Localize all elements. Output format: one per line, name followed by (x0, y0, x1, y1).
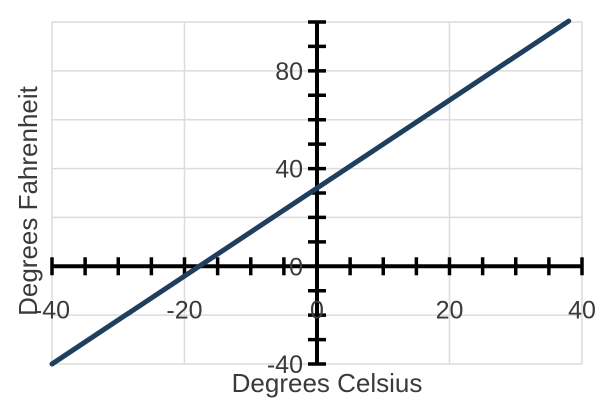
series-layer (49, 18, 572, 367)
y-axis-label: Degrees Fahrenheit (13, 85, 43, 316)
x-tick-label: 40 (568, 296, 596, 324)
x-tick-label: -20 (166, 296, 202, 324)
y-tick-label: 40 (275, 156, 303, 184)
x-tick-label: 0 (310, 296, 324, 324)
x-tick-label: -40 (34, 296, 70, 324)
y-tick-label: -40 (267, 351, 303, 379)
x-axis-label: Degrees Celsius (232, 368, 423, 398)
y-tick-label: 80 (275, 58, 303, 86)
series-line (49, 18, 572, 367)
y-tick-label: 0 (289, 253, 303, 281)
tick-marks (50, 20, 584, 366)
x-tick-label: 20 (436, 296, 464, 324)
